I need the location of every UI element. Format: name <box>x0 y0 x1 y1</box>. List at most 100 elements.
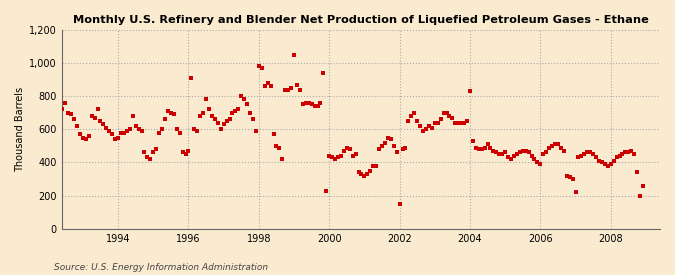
Point <box>215 127 226 131</box>
Point <box>494 152 505 156</box>
Point <box>392 150 402 155</box>
Point <box>110 137 121 141</box>
Point <box>438 111 449 115</box>
Point <box>450 120 461 125</box>
Point <box>591 155 601 160</box>
Point <box>133 127 144 131</box>
Point <box>582 150 593 155</box>
Point <box>585 150 595 155</box>
Point <box>63 111 74 115</box>
Point <box>74 132 85 136</box>
Point <box>124 127 135 131</box>
Point <box>538 152 549 156</box>
Point <box>262 81 273 85</box>
Point <box>315 101 326 105</box>
Point <box>508 153 519 158</box>
Point <box>306 102 317 107</box>
Point <box>130 124 141 128</box>
Point <box>634 193 645 198</box>
Point <box>620 150 631 155</box>
Point <box>470 145 481 150</box>
Point <box>45 130 56 135</box>
Point <box>517 148 528 153</box>
Point <box>248 117 259 122</box>
Point <box>429 120 440 125</box>
Point <box>280 87 291 92</box>
Point <box>406 114 416 118</box>
Point <box>159 117 170 122</box>
Point <box>562 174 572 178</box>
Point <box>453 120 464 125</box>
Point <box>414 124 425 128</box>
Point <box>142 155 153 160</box>
Point <box>523 150 534 155</box>
Point <box>239 97 250 102</box>
Point <box>54 119 65 123</box>
Point <box>638 183 649 188</box>
Point <box>368 164 379 168</box>
Point <box>253 64 264 68</box>
Point <box>412 119 423 123</box>
Point <box>444 114 455 118</box>
Point <box>294 87 305 92</box>
Point <box>183 148 194 153</box>
Point <box>329 157 340 161</box>
Point <box>599 162 610 166</box>
Point <box>608 159 619 163</box>
Point <box>359 174 370 178</box>
Point <box>69 117 80 122</box>
Point <box>588 152 599 156</box>
Point <box>198 111 209 115</box>
Point <box>385 137 396 141</box>
Point <box>371 164 381 168</box>
Point <box>356 172 367 176</box>
Point <box>98 122 109 127</box>
Point <box>570 190 581 194</box>
Point <box>512 152 522 156</box>
Point <box>421 127 431 131</box>
Point <box>189 127 200 131</box>
Point <box>227 111 238 115</box>
Point <box>321 188 331 193</box>
Point <box>180 152 191 156</box>
Point <box>213 120 223 125</box>
Point <box>556 145 566 150</box>
Point <box>432 120 443 125</box>
Point <box>377 144 387 148</box>
Point <box>605 162 616 166</box>
Point <box>567 177 578 181</box>
Point <box>532 160 543 165</box>
Point <box>456 120 466 125</box>
Point <box>441 111 452 115</box>
Point <box>333 155 344 160</box>
Point <box>250 129 261 133</box>
Point <box>274 145 285 150</box>
Point <box>195 114 206 118</box>
Point <box>165 111 176 115</box>
Point <box>397 147 408 151</box>
Point <box>86 114 97 118</box>
Point <box>312 104 323 108</box>
Point <box>80 137 91 141</box>
Point <box>573 155 584 160</box>
Point <box>611 155 622 160</box>
Point <box>365 169 376 173</box>
Point <box>244 111 255 115</box>
Point <box>383 135 394 140</box>
Point <box>128 114 138 118</box>
Point <box>459 120 470 125</box>
Point <box>122 129 132 133</box>
Point <box>139 150 150 155</box>
Point <box>462 119 472 123</box>
Point <box>78 135 88 140</box>
Point <box>549 142 560 146</box>
Point <box>218 122 229 127</box>
Point <box>335 153 346 158</box>
Point <box>353 170 364 175</box>
Point <box>564 175 575 180</box>
Point <box>186 76 197 80</box>
Point <box>553 142 564 146</box>
Point <box>435 117 446 122</box>
Point <box>60 101 71 105</box>
Point <box>464 89 475 94</box>
